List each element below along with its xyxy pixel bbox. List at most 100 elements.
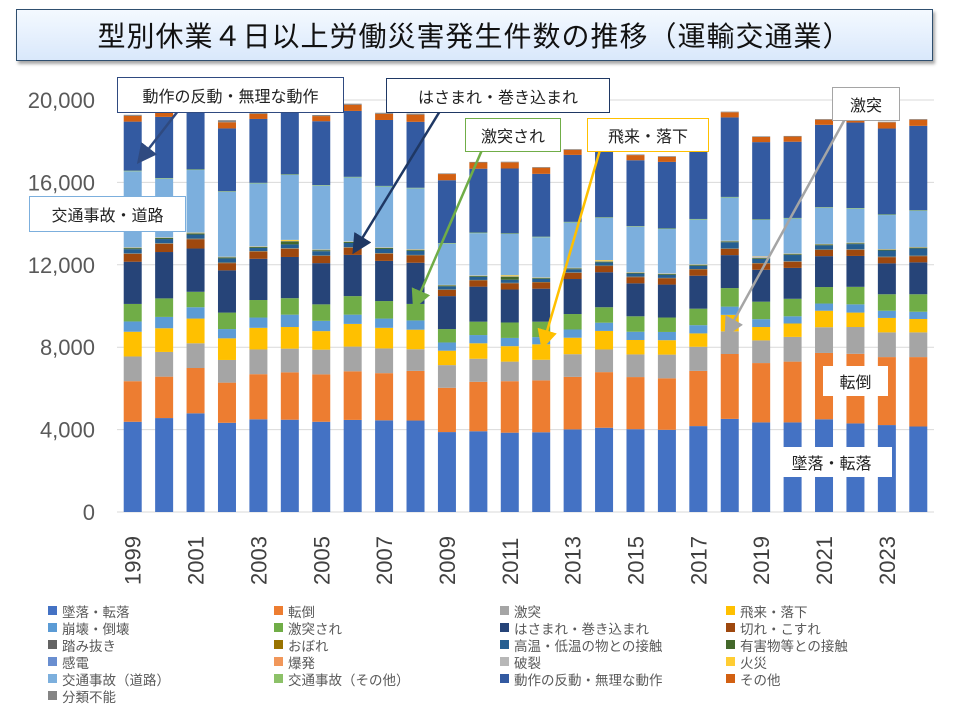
- bar-segment: [909, 311, 928, 319]
- bar-segment: [437, 180, 456, 244]
- bar-segment: [563, 149, 582, 150]
- bar-segment: [689, 333, 708, 347]
- callout-arrow: [136, 110, 179, 164]
- bar-segment: [280, 256, 299, 299]
- bar-segment: [406, 420, 425, 512]
- bar-segment: [815, 249, 834, 257]
- bar-segment: [500, 233, 519, 235]
- bar-segment: [689, 325, 708, 334]
- bar-segment: [752, 340, 771, 364]
- legend-item: 激突され: [274, 619, 500, 638]
- x-tick-label: 2005: [309, 536, 334, 585]
- bar-segment: [877, 214, 896, 216]
- bar-segment: [595, 217, 614, 218]
- bar-segment: [689, 370, 708, 427]
- bar-segment: [375, 247, 394, 249]
- bar-segment: [720, 248, 739, 256]
- legend-label: 切れ・こすれ: [740, 621, 821, 638]
- bar-segment: [909, 294, 928, 312]
- bar-segment: [657, 378, 676, 430]
- bar-segment: [217, 270, 236, 313]
- bar-segment: [469, 162, 488, 169]
- bar-segment: [312, 374, 331, 422]
- bar-segment: [375, 348, 394, 374]
- bar-segment: [563, 337, 582, 355]
- bar-segment: [186, 169, 205, 171]
- x-tick-label: 2007: [372, 536, 397, 585]
- y-tick-label: 12,000: [28, 253, 95, 278]
- bar-segment: [909, 426, 928, 512]
- bar-segment: [532, 288, 551, 322]
- legend-swatch: [48, 657, 57, 666]
- bar-segment: [280, 244, 299, 249]
- bar-segment: [123, 331, 142, 357]
- bar-segment: [500, 162, 519, 169]
- bar-stack-2024: [909, 119, 928, 512]
- legend-item: 有害物等との接触: [726, 636, 952, 655]
- bar-segment: [155, 328, 174, 352]
- legend-label: 分類不能: [62, 689, 116, 706]
- legend-item: 切れ・こすれ: [726, 619, 952, 638]
- bar-segment: [437, 350, 456, 366]
- bar-segment: [375, 373, 394, 421]
- bar-segment: [563, 154, 582, 222]
- legend-item: はさまれ・巻き込まれ: [500, 619, 726, 638]
- bar-segment: [563, 354, 582, 377]
- bar-segment: [595, 330, 614, 350]
- bar-segment: [720, 241, 739, 243]
- bar-segment: [783, 361, 802, 423]
- bar-segment: [846, 208, 865, 243]
- bar-segment: [563, 149, 582, 155]
- bar-segment: [155, 243, 174, 253]
- y-tick-label: 16,000: [28, 170, 95, 195]
- bar-segment: [343, 104, 362, 111]
- bar-segment: [500, 361, 519, 382]
- bar-segment: [406, 250, 425, 255]
- bar-segment: [343, 314, 362, 324]
- x-tick-label: 1999: [121, 536, 146, 585]
- bar-segment: [752, 136, 771, 143]
- bar-segment: [437, 174, 456, 181]
- bar-segment: [626, 155, 645, 161]
- legend-item: 火災: [726, 653, 952, 672]
- bar-segment: [217, 338, 236, 360]
- bar-segment: [186, 233, 205, 235]
- x-tick-label: 2001: [184, 536, 209, 585]
- bar-segment: [815, 310, 834, 328]
- bar-segment: [877, 215, 896, 250]
- bar-segment: [343, 323, 362, 347]
- bar-segment: [280, 298, 299, 315]
- bar-segment: [280, 419, 299, 512]
- bar-segment: [815, 119, 834, 120]
- bar-stack-2010: [469, 161, 488, 512]
- bar-segment: [720, 288, 739, 307]
- bar-segment: [406, 329, 425, 350]
- bar-segment: [815, 244, 834, 246]
- bar-segment: [752, 136, 771, 137]
- bar-stack-2014: [595, 145, 614, 512]
- bar-segment: [312, 121, 331, 186]
- bar-segment: [689, 426, 708, 512]
- bar-segment: [217, 128, 236, 192]
- x-tick-label: 2003: [246, 536, 271, 585]
- legend-label: おぼれ: [288, 638, 329, 655]
- bar-segment: [155, 178, 174, 179]
- bar-segment: [595, 427, 614, 512]
- bar-segment: [720, 306, 739, 315]
- bar-segment: [720, 111, 739, 113]
- bar-segment: [657, 317, 676, 332]
- legend-item: 分類不能: [48, 687, 274, 706]
- bar-segment: [186, 107, 205, 170]
- bar-segment: [500, 337, 519, 347]
- bar-segment: [877, 263, 896, 295]
- legend-item: 激突: [500, 602, 726, 621]
- callout-arrow: [537, 149, 602, 350]
- bar-segment: [280, 239, 299, 241]
- bar-segment: [437, 285, 456, 287]
- bar-segment: [186, 318, 205, 344]
- bar-segment: [406, 121, 425, 188]
- bar-segment: [752, 301, 771, 320]
- bar-segment: [312, 251, 331, 256]
- bar-segment: [626, 316, 645, 332]
- bar-segment: [783, 298, 802, 317]
